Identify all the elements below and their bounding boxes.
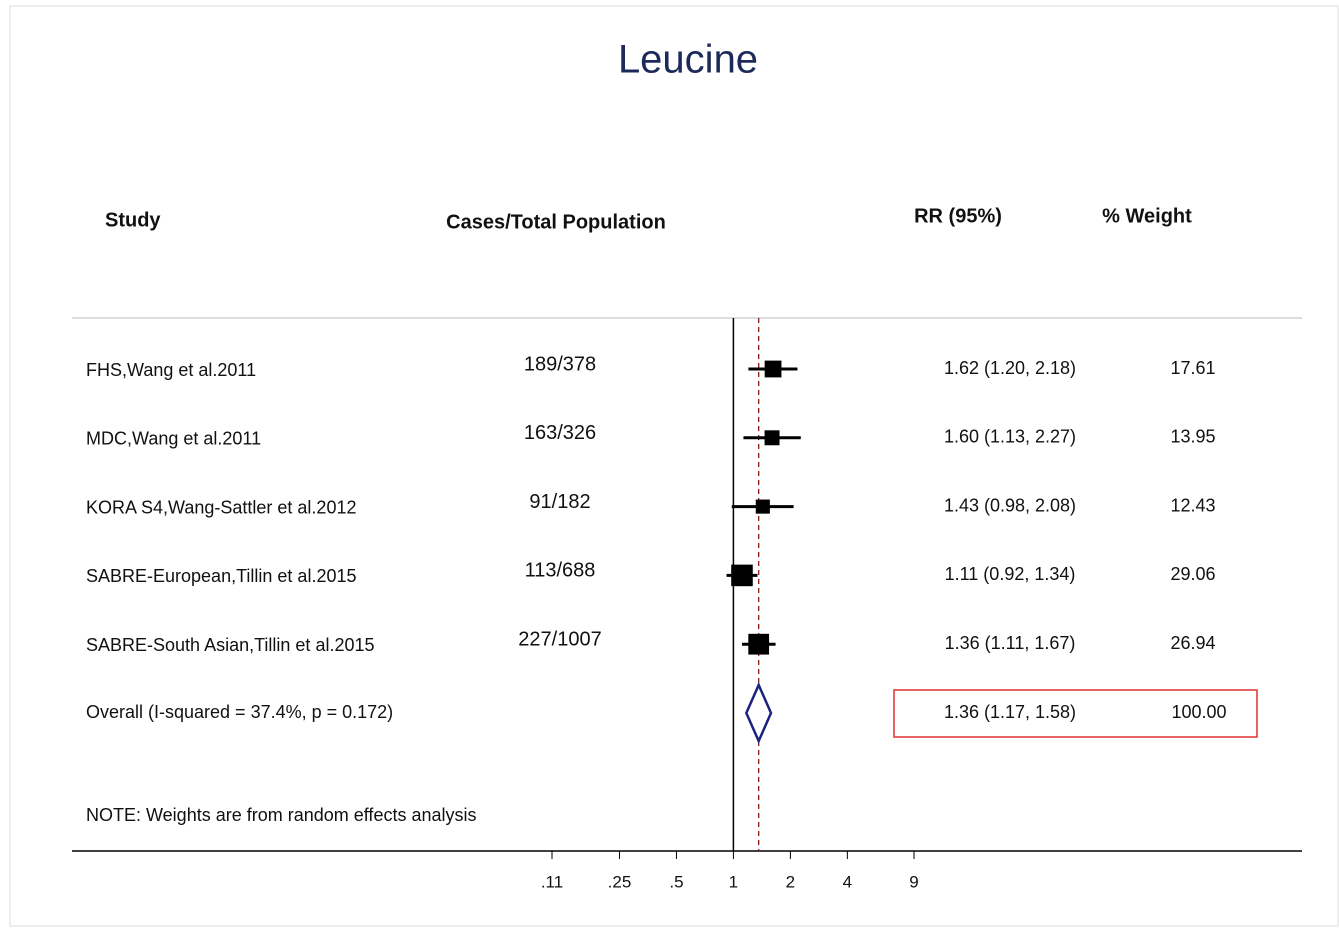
- rr-label: 1.60 (1.13, 2.27): [944, 427, 1076, 447]
- study-name: FHS,Wang et al.2011: [86, 360, 256, 380]
- x-tick-label: 4: [843, 872, 852, 891]
- study-name: SABRE-European,Tillin et al.2015: [86, 566, 356, 586]
- cases: 227/1007: [518, 628, 601, 650]
- cases: 163/326: [524, 422, 596, 444]
- rr-label: 1.11 (0.92, 1.34): [945, 564, 1076, 584]
- weight-label: 13.95: [1170, 427, 1215, 447]
- cases: 91/182: [529, 491, 590, 513]
- frame: [9, 5, 1339, 927]
- weight-label: 26.94: [1170, 633, 1215, 653]
- x-tick-label: .11: [541, 872, 563, 891]
- header: Cases/Total Population: [446, 211, 666, 233]
- header: RR (95%): [914, 205, 1002, 227]
- cases: 113/688: [525, 560, 596, 582]
- weight-square: [731, 564, 753, 587]
- note: NOTE: Weights are from random effects an…: [86, 805, 476, 825]
- x-tick-label: 9: [909, 872, 918, 891]
- highlight-box: [893, 689, 1258, 738]
- x-tick-label: 2: [786, 872, 795, 891]
- study-name: MDC,Wang et al.2011: [86, 429, 261, 449]
- weight-label: 12.43: [1170, 495, 1215, 515]
- weight-square: [755, 499, 770, 514]
- study-name: KORA S4,Wang-Sattler et al.2012: [86, 497, 356, 517]
- weight-square: [764, 360, 782, 378]
- weight-label: 17.61: [1170, 358, 1215, 378]
- rr-label: 1.62 (1.20, 2.18): [944, 358, 1076, 378]
- weight-label: 100.00: [1171, 702, 1226, 722]
- rr-label: 1.36 (1.11, 1.67): [945, 633, 1076, 653]
- study-name: SABRE-South Asian,Tillin et al.2015: [86, 635, 375, 655]
- x-tick-label: .25: [608, 872, 632, 891]
- rr-label: 1.36 (1.17, 1.58): [944, 702, 1076, 722]
- x-tick-label: 1: [729, 872, 738, 891]
- cases: 189/378: [524, 353, 596, 375]
- weight-square: [748, 633, 770, 655]
- overall-name: Overall (I-squared = 37.4%, p = 0.172): [86, 702, 393, 722]
- x-tick-label: .5: [669, 872, 683, 891]
- header: Study: [105, 209, 161, 231]
- chart-title: Leucine: [618, 38, 758, 82]
- header: % Weight: [1102, 205, 1192, 227]
- overall-diamond: [744, 681, 773, 745]
- weight-square: [764, 430, 780, 446]
- weight-label: 29.06: [1170, 564, 1215, 584]
- rr-label: 1.43 (0.98, 2.08): [944, 495, 1076, 515]
